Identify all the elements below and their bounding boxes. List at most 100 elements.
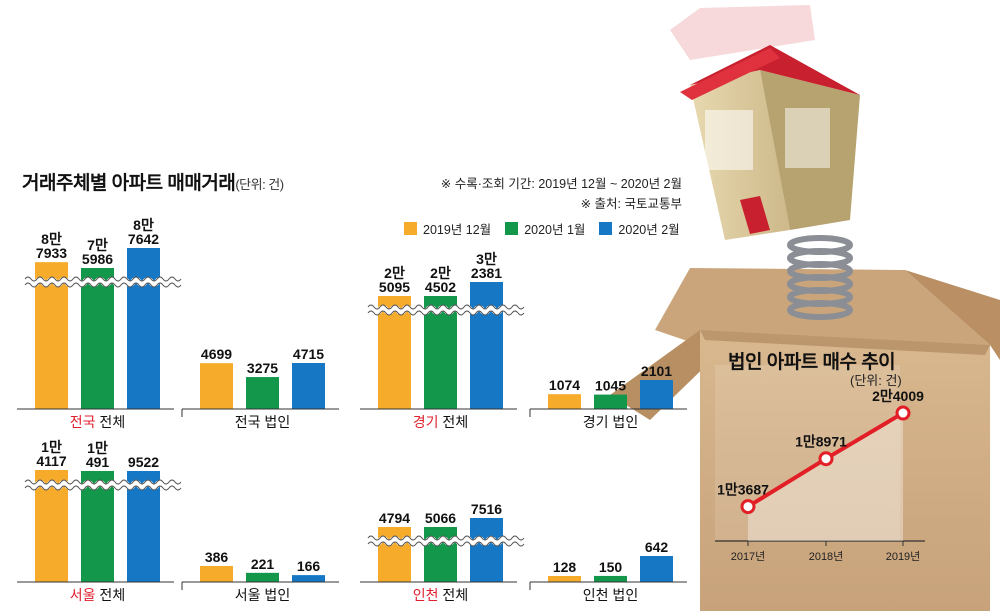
category-label: 서울 법인 — [235, 587, 290, 603]
bar-value-label: 1만 — [41, 439, 62, 455]
bar — [470, 282, 503, 409]
note-period: ※ 수록·조회 기간: 2019년 12월 ~ 2020년 2월 — [440, 177, 682, 191]
bar-group-1: 4699 3275 4715 전국 법인 — [182, 346, 339, 430]
bar-value-label: 8만 — [133, 217, 154, 233]
bar — [81, 471, 114, 582]
bar — [35, 262, 68, 409]
line-value-label: 1만8971 — [795, 434, 847, 450]
line-point — [895, 405, 911, 421]
category-label: 경기 법인 — [583, 414, 638, 430]
line-x-tick-label: 2017년 — [731, 550, 766, 563]
bar-value-label: 166 — [297, 558, 321, 574]
bar-value-label: 7933 — [36, 245, 67, 261]
bar-value-label: 4502 — [425, 279, 456, 295]
bar-value-label: 5986 — [82, 251, 113, 267]
bar-value-label: 642 — [645, 539, 669, 555]
category-label: 서울 전체 — [70, 587, 125, 603]
bar — [81, 268, 114, 409]
bar-value-label: 2만 — [384, 265, 405, 281]
bar — [378, 527, 411, 582]
bar-value-label: 221 — [251, 556, 275, 572]
bar-value-label: 2만 — [430, 265, 451, 281]
bar-value-label: 3275 — [247, 360, 278, 376]
bar — [246, 572, 279, 582]
bar-value-label: 150 — [599, 559, 623, 575]
axis-break-line — [367, 310, 525, 316]
bar-value-label: 5066 — [425, 510, 456, 526]
bar — [246, 377, 279, 409]
bar-value-label: 4699 — [201, 346, 232, 362]
bar-value-label: 5095 — [379, 279, 410, 295]
bar — [424, 527, 457, 582]
category-label: 경기 전체 — [413, 414, 468, 430]
bar — [640, 556, 673, 582]
line-point — [818, 451, 834, 467]
legend-item-feb: 2020년 2월 — [599, 219, 680, 238]
axis-break-line — [24, 276, 182, 282]
line-area — [748, 413, 903, 541]
bar-value-label: 7516 — [471, 501, 502, 517]
bar-group-3: 386 221 166 서울 법인 — [182, 549, 339, 603]
bar-value-label: 1045 — [595, 378, 626, 394]
axis-break-white — [365, 536, 527, 546]
bar-value-label: 4715 — [293, 346, 324, 362]
bar — [470, 518, 503, 582]
bar — [200, 566, 233, 582]
bar-group-7: 128 150 642 인천 법인 — [530, 539, 687, 603]
bar-value-label: 4117 — [36, 453, 67, 469]
bar-value-label: 128 — [553, 559, 577, 575]
bar — [548, 394, 581, 409]
spring-icon — [787, 235, 853, 320]
line-chart-title: 법인 아파트 매수 추이 — [728, 352, 896, 373]
line-x-tick-label: 2019년 — [886, 550, 921, 563]
category-label: 인천 전체 — [413, 587, 468, 603]
legend-item-jan: 2020년 1월 — [505, 219, 585, 238]
bar-value-label: 491 — [86, 454, 110, 470]
chart-unit: (단위: 건) — [235, 177, 284, 192]
category-label: 전국 전체 — [70, 414, 125, 430]
legend-item-dec: 2019년 12월 — [404, 219, 491, 238]
bar-value-label: 4794 — [379, 510, 410, 526]
axis-break-line — [24, 485, 182, 491]
bar — [127, 248, 160, 409]
bar — [548, 576, 581, 582]
line-value-label: 1만3687 — [717, 482, 769, 498]
bar-value-label: 7만 — [87, 237, 108, 253]
line-x-tick-label: 2018년 — [809, 550, 844, 563]
bar-value-label: 8만 — [41, 231, 62, 247]
bar-value-label: 1074 — [549, 377, 580, 393]
line-point — [740, 499, 756, 515]
category-label: 전국 법인 — [235, 414, 290, 430]
chart-title: 거래주체별 아파트 매매거래(단위: 건) — [22, 173, 284, 194]
bar-group-6: 4794 5066 7516 인천 전체 — [360, 501, 527, 603]
bar — [35, 470, 68, 582]
bar-value-label: 3만 — [476, 251, 497, 267]
legend: 2019년 12월 2020년 1월 2020년 2월 — [404, 219, 680, 238]
axis-break-line — [24, 479, 182, 485]
bar — [640, 380, 673, 409]
bar — [292, 363, 325, 409]
bar-value-label: 386 — [205, 549, 229, 565]
line-chart-unit: (단위: 건) — [850, 373, 902, 388]
line-value-label: 2만4009 — [872, 388, 924, 404]
bar — [594, 394, 627, 409]
bar-value-label: 9522 — [128, 454, 159, 470]
bar-value-label: 1만 — [87, 440, 108, 456]
bar — [424, 296, 457, 409]
house-icon — [670, 5, 860, 240]
note-source: ※ 출처: 국토교통부 — [580, 197, 682, 211]
category-label: 인천 법인 — [583, 587, 638, 603]
bar-group-5: 1074 1045 2101 경기 법인 — [530, 363, 687, 430]
bar-value-label: 2101 — [641, 363, 672, 379]
axis-break-line — [367, 304, 525, 310]
axis-break-white — [22, 480, 184, 490]
axis-break-white — [22, 277, 184, 287]
axis-break-line — [367, 541, 525, 547]
bar-value-label: 7642 — [128, 231, 159, 247]
bar — [378, 296, 411, 409]
axis-break-white — [365, 305, 527, 315]
